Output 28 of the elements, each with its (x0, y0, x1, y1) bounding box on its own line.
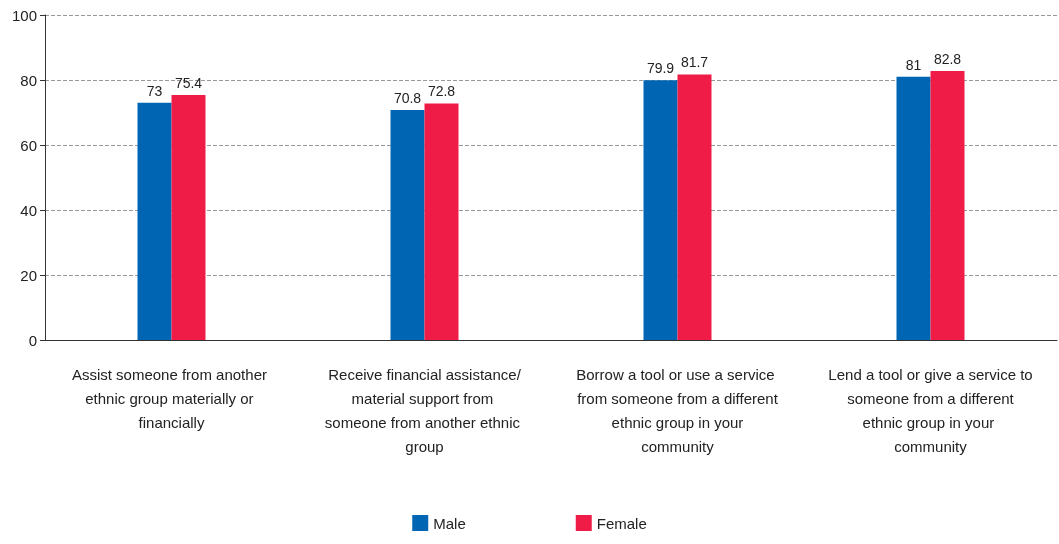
data-label: 72.8 (427, 83, 456, 100)
y-tick-label: 0 (28, 331, 37, 349)
bar (677, 74, 712, 340)
x-tick-label: Receive financial assistance/material support from someone from another ethnic group (324, 365, 525, 455)
y-tick-label: 80 (20, 71, 37, 89)
bar (137, 102, 172, 340)
data-label: 82.8 (933, 50, 962, 67)
legend-label: Female (596, 514, 647, 532)
bar (171, 94, 206, 340)
x-tick-label: Borrow a tool or use a service from someone from a different ethnic group in your community (576, 365, 779, 455)
bar (424, 103, 459, 340)
data-label: 81.7 (680, 54, 709, 71)
data-label: 79.9 (646, 60, 675, 77)
bar (930, 70, 965, 340)
x-tick-label: Lend a tool or give a service to someone from a different ethnic group in your community (828, 365, 1033, 455)
y-tick-label: 40 (20, 201, 37, 219)
data-label: 75.4 (174, 74, 203, 91)
bar (896, 76, 931, 340)
y-tick-label: 20 (20, 266, 37, 284)
data-label: 70.8 (393, 89, 422, 106)
bar (390, 109, 425, 340)
data-label: 81 (905, 56, 922, 73)
bar (643, 80, 678, 340)
data-label: 73 (146, 82, 163, 99)
legend-label: Male (433, 514, 466, 532)
y-tick-label: 60 (20, 136, 37, 154)
y-tick-label: 100 (11, 6, 37, 24)
x-tick-label: Assist someone from another ethnic group materially or financially (71, 365, 272, 431)
